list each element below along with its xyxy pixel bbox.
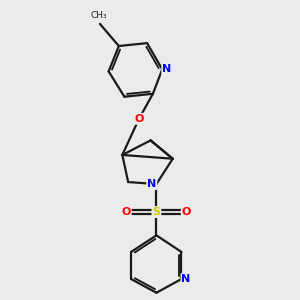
Text: O: O	[122, 207, 131, 217]
Text: CH₃: CH₃	[90, 11, 107, 20]
Text: O: O	[182, 207, 191, 217]
Text: S: S	[152, 207, 160, 217]
Text: N: N	[162, 64, 172, 74]
Text: N: N	[147, 179, 156, 189]
Text: O: O	[134, 114, 144, 124]
Text: N: N	[182, 274, 191, 284]
